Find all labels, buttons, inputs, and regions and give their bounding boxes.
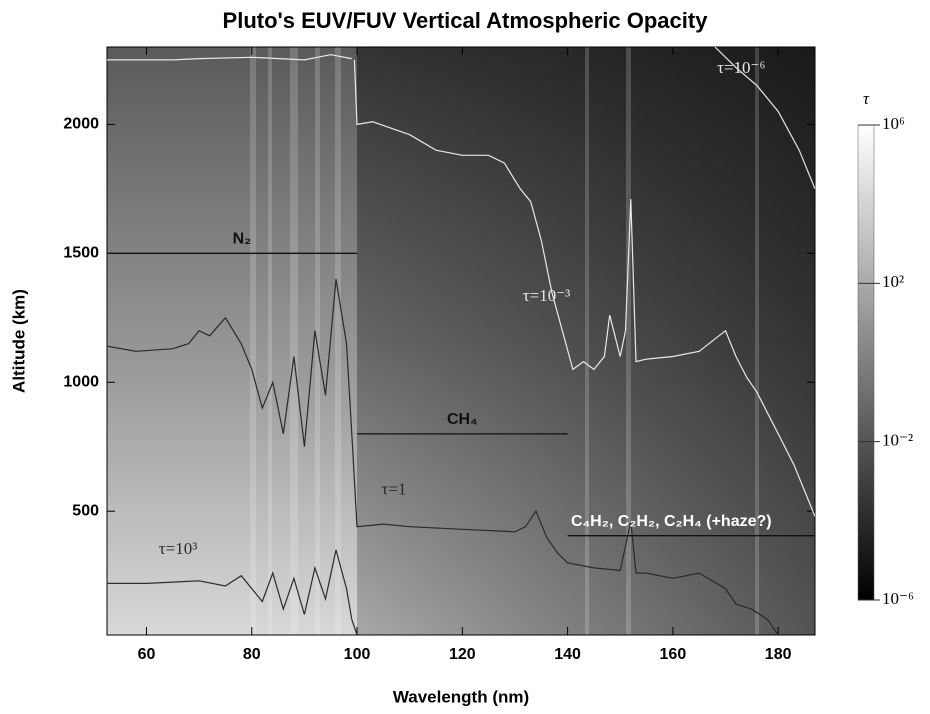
- colorbar-tick-label: 10²: [882, 272, 904, 291]
- heatmap-shade: [357, 47, 815, 635]
- band-label: C₄H₂, C₂H₂, C₂H₄ (+haze?): [571, 513, 772, 530]
- contour-label: τ=10⁻³: [523, 286, 571, 305]
- band-label: N₂: [233, 231, 252, 248]
- heatmap-streaks: [250, 47, 759, 635]
- contour-label: τ=1: [381, 479, 406, 498]
- contour-line: [107, 279, 779, 635]
- plot-frame: [106, 46, 816, 636]
- contour-line: [107, 549, 358, 635]
- band-label: CH₄: [447, 411, 478, 428]
- colorbar-tick-label: 10⁻⁶: [882, 589, 914, 608]
- colorbar-tick-label: 10⁶: [882, 114, 905, 133]
- x-tick-label: 60: [138, 646, 156, 663]
- heatmap-region: [107, 47, 357, 635]
- x-tick-label: 100: [344, 646, 371, 663]
- contour-label: τ=10⁻⁶: [717, 58, 765, 77]
- x-axis-label: Wavelength (nm): [393, 687, 529, 706]
- y-axis-label: Altitude (km): [9, 289, 28, 393]
- chart-title: Pluto's EUV/FUV Vertical Atmospheric Opa…: [223, 8, 709, 33]
- colorbar-tick-label: 10⁻²: [882, 431, 913, 450]
- x-tick-label: 180: [765, 646, 792, 663]
- x-tick-label: 160: [660, 646, 687, 663]
- x-tick-label: 140: [554, 646, 581, 663]
- x-tick-label: 120: [449, 646, 476, 663]
- contour-line: [353, 59, 815, 517]
- y-tick-label: 500: [72, 502, 99, 519]
- y-tick-label: 1500: [63, 245, 99, 262]
- contour-label: τ=10³: [159, 539, 198, 558]
- y-tick-label: 1000: [63, 373, 99, 390]
- colorbar-label: τ: [863, 89, 870, 108]
- colorbar: [857, 124, 875, 601]
- contour-line: [107, 47, 815, 190]
- y-tick-label: 2000: [63, 116, 99, 133]
- x-tick-label: 80: [243, 646, 261, 663]
